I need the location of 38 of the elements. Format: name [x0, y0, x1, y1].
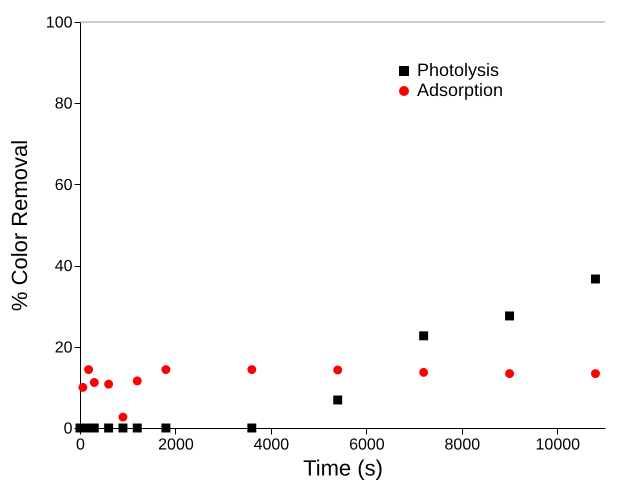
y-tick-label: 100 [46, 14, 73, 32]
point [333, 365, 342, 374]
x-tick-label: 6000 [349, 436, 385, 454]
point [333, 396, 342, 404]
legend-label: Adsorption [417, 80, 504, 100]
point [505, 369, 514, 378]
y-tick-label: 80 [54, 96, 73, 113]
point [104, 380, 114, 389]
point [90, 424, 99, 432]
point [590, 369, 600, 378]
x-tick-label: 8000 [444, 436, 480, 454]
point [161, 365, 170, 374]
y-tick-label: 20 [54, 339, 73, 356]
point [78, 382, 88, 392]
point [419, 331, 428, 340]
point [132, 424, 142, 432]
y-tick-label: 40 [54, 258, 73, 276]
point [247, 424, 256, 432]
point [118, 424, 128, 432]
x-tick-label: 2000 [158, 436, 194, 454]
point [84, 365, 94, 374]
point [505, 311, 514, 320]
x-tick-label: 4000 [254, 436, 290, 454]
x-axis-title: Time (s) [303, 456, 383, 480]
y-tick-label: 60 [54, 176, 73, 194]
y-axis-title: % Color Removal [6, 140, 32, 312]
point [90, 378, 99, 387]
point [161, 424, 170, 432]
x-tick-label: 10000 [536, 436, 580, 454]
point [104, 424, 114, 432]
legend-label: Photolysis [417, 60, 500, 80]
y-tick-label: 0 [64, 420, 73, 438]
point [247, 365, 256, 374]
x-tick-label: 0 [76, 436, 86, 454]
point [419, 368, 428, 377]
point [590, 274, 600, 284]
point [118, 412, 128, 422]
point [132, 376, 142, 386]
